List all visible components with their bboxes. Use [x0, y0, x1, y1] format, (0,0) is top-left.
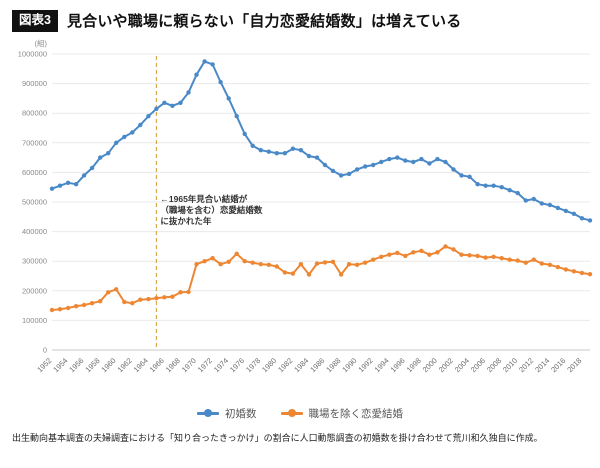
- svg-text:1988: 1988: [324, 356, 342, 374]
- svg-text:1980: 1980: [260, 356, 278, 374]
- line-chart-svg: 0 100000 200000 300000 400000 500000 600000 700…: [18, 38, 593, 374]
- svg-text:1976: 1976: [228, 356, 246, 374]
- svg-text:2010: 2010: [501, 356, 519, 374]
- svg-text:1998: 1998: [405, 356, 423, 374]
- legend-label-love-marriages-excl-workplace: 職場を除く恋愛結婚: [308, 407, 404, 420]
- svg-text:（職場を含む）恋愛結婚数: （職場を含む）恋愛結婚数: [160, 205, 263, 215]
- svg-text:400000: 400000: [22, 227, 47, 236]
- svg-text:1974: 1974: [212, 356, 230, 374]
- svg-text:1968: 1968: [164, 356, 182, 374]
- svg-text:1982: 1982: [276, 356, 294, 374]
- svg-text:1952: 1952: [35, 356, 53, 374]
- svg-text:1960: 1960: [99, 356, 117, 374]
- svg-text:2012: 2012: [517, 356, 535, 374]
- svg-text:1984: 1984: [292, 356, 310, 374]
- svg-text:1962: 1962: [116, 356, 134, 374]
- svg-text:100000: 100000: [22, 316, 47, 325]
- figure-header: 図表3 見合いや職場に頼らない「自力恋愛結婚数」は増えている: [8, 10, 592, 32]
- svg-text:900000: 900000: [22, 79, 47, 88]
- svg-text:2018: 2018: [565, 356, 583, 374]
- svg-text:1978: 1978: [244, 356, 262, 374]
- svg-text:1992: 1992: [356, 356, 374, 374]
- figure-title: 見合いや職場に頼らない「自力恋愛結婚数」は増えている: [66, 13, 462, 31]
- svg-text:(組): (組): [35, 38, 48, 48]
- svg-text:2016: 2016: [549, 356, 567, 374]
- figure-badge: 図表3: [12, 10, 58, 32]
- legend-label-first-marriages: 初婚数: [225, 407, 257, 420]
- source-note: 出生動向基本調査の夫婦調査における「知り合ったきっかけ」の割合に人口動態調査の初…: [12, 432, 543, 443]
- svg-text:1964: 1964: [132, 356, 150, 374]
- legend-item-love-marriages-excl-workplace: 職場を除く恋愛結婚: [280, 406, 404, 421]
- svg-text:2008: 2008: [485, 356, 503, 374]
- svg-text:1990: 1990: [340, 356, 358, 374]
- svg-text:1996: 1996: [389, 356, 407, 374]
- svg-text:1956: 1956: [67, 356, 85, 374]
- svg-text:2006: 2006: [469, 356, 487, 374]
- svg-text:2004: 2004: [453, 356, 471, 374]
- svg-text:に抜かれた年: に抜かれた年: [160, 216, 212, 226]
- chart-legend: 初婚数 職場を除く恋愛結婚: [8, 406, 592, 421]
- svg-text:1994: 1994: [373, 356, 391, 374]
- svg-text:200000: 200000: [22, 286, 47, 295]
- svg-text:1958: 1958: [83, 356, 101, 374]
- svg-text:1966: 1966: [148, 356, 166, 374]
- svg-text:600000: 600000: [22, 168, 47, 177]
- svg-text:800000: 800000: [22, 108, 47, 117]
- svg-text:2014: 2014: [533, 356, 551, 374]
- svg-text:500000: 500000: [22, 197, 47, 206]
- svg-text:2000: 2000: [421, 356, 439, 374]
- svg-text:1970: 1970: [180, 356, 198, 374]
- svg-text:1986: 1986: [308, 356, 326, 374]
- legend-item-first-marriages: 初婚数: [197, 406, 257, 421]
- svg-text:0: 0: [43, 345, 47, 354]
- svg-text:2002: 2002: [437, 356, 455, 374]
- svg-text:300000: 300000: [22, 256, 47, 265]
- svg-text:700000: 700000: [22, 138, 47, 147]
- legend-marker-blue-icon: [197, 409, 219, 418]
- svg-text:1972: 1972: [196, 356, 214, 374]
- svg-text:←1965年見合い結婚が: ←1965年見合い結婚が: [160, 194, 247, 204]
- legend-marker-orange-icon: [280, 409, 303, 418]
- svg-text:1954: 1954: [51, 356, 69, 374]
- svg-text:1000000: 1000000: [18, 49, 47, 58]
